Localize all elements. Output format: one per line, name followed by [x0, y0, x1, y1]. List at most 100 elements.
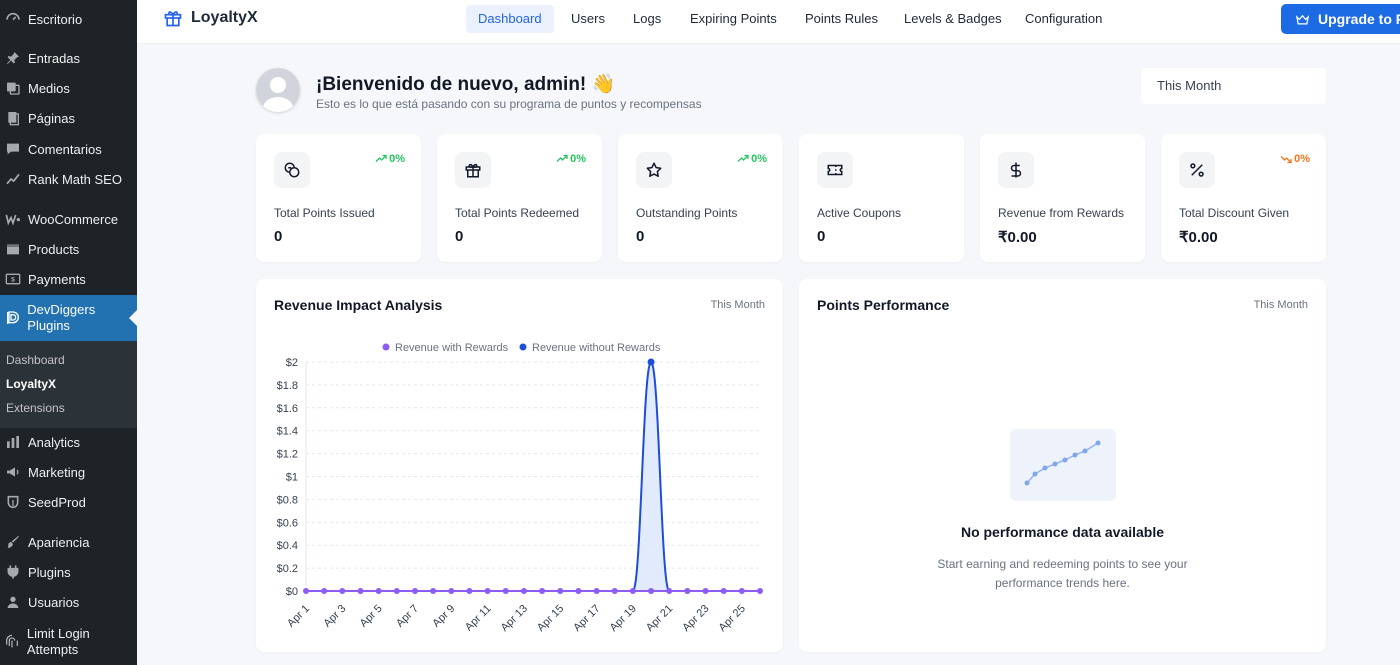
- sidebar-item-apariencia[interactable]: Apariencia: [0, 528, 137, 556]
- users-icon: [4, 593, 22, 611]
- trend-up-icon: [375, 154, 387, 162]
- sidebar-item-label: Analytics: [28, 434, 81, 450]
- percent-icon: [1179, 152, 1215, 188]
- sidebar-item-plugins[interactable]: Plugins: [0, 558, 137, 586]
- data-point-with-rewards[interactable]: [720, 588, 727, 594]
- sidebar-item-comentarios[interactable]: Comentarios: [0, 135, 137, 163]
- data-point-with-rewards[interactable]: [430, 588, 437, 594]
- star-icon: [646, 162, 662, 177]
- sidebar-item-products[interactable]: Products: [0, 235, 137, 263]
- sidebar-item-label: Marketing: [28, 464, 86, 480]
- sidebar-item-analytics[interactable]: Analytics: [0, 428, 137, 456]
- sidebar-item-label: Comentarios: [28, 141, 102, 157]
- gift-logo-icon: [164, 11, 182, 27]
- data-point-with-rewards[interactable]: [648, 588, 655, 594]
- sidebar-item-label: Rank Math SEO: [28, 171, 122, 187]
- upgrade-button[interactable]: Upgrade to Pro: [1281, 4, 1400, 34]
- legend-marker-without-rewards: [519, 343, 527, 351]
- submenu-loyaltyx[interactable]: LoyaltyX: [6, 377, 57, 391]
- appearance-icon: [4, 533, 22, 551]
- sidebar-item-label: Limit Login Attempts: [26, 626, 90, 657]
- tab-users[interactable]: Users: [571, 11, 605, 26]
- data-point-with-rewards[interactable]: [593, 588, 600, 594]
- tab-points-rules[interactable]: Points Rules: [805, 11, 878, 26]
- sidebar-item-label: Páginas: [28, 110, 75, 126]
- trend-value: 0%: [570, 153, 586, 165]
- sidebar-item-payments[interactable]: $ Payments: [0, 265, 137, 293]
- limit-login-icon: [6, 634, 19, 648]
- data-point-with-rewards[interactable]: [502, 588, 509, 594]
- data-point-with-rewards[interactable]: [484, 588, 491, 594]
- seedprod-icon: [4, 493, 22, 511]
- data-point-with-rewards[interactable]: [375, 588, 382, 594]
- seedprod-icon: [7, 495, 19, 509]
- data-point-with-rewards[interactable]: [520, 588, 527, 594]
- data-point-with-rewards[interactable]: [702, 588, 709, 594]
- sidebar-item-entradas[interactable]: Entradas: [0, 44, 137, 72]
- submenu-dashboard[interactable]: Dashboard: [6, 353, 65, 367]
- data-point-with-rewards[interactable]: [303, 588, 309, 594]
- sidebar-item-devdiggers-plugins[interactable]: DevDiggers Plugins: [0, 295, 137, 341]
- data-point-with-rewards[interactable]: [466, 588, 473, 594]
- trend-value: 0%: [1294, 153, 1310, 165]
- data-point-with-rewards[interactable]: [448, 588, 455, 594]
- data-point-with-rewards[interactable]: [629, 588, 636, 594]
- submenu-extensions[interactable]: Extensions: [6, 401, 65, 415]
- legend-label-with-rewards[interactable]: Revenue with Rewards: [395, 342, 509, 354]
- points-panel-period[interactable]: This Month: [1253, 299, 1308, 311]
- data-point-with-rewards[interactable]: [666, 588, 673, 594]
- stat-card-revenue-from-rewards: Revenue from Rewards ₹0.00: [980, 134, 1145, 262]
- data-point-with-rewards[interactable]: [684, 588, 691, 594]
- brand-logo[interactable]: LoyaltyX: [163, 8, 258, 28]
- sidebar-item-seedprod[interactable]: SeedProd: [0, 488, 137, 516]
- dollar-icon: [1010, 162, 1022, 178]
- data-point-with-rewards[interactable]: [738, 588, 745, 594]
- users-icon: [7, 596, 19, 608]
- svg-text:$: $: [11, 277, 15, 284]
- tab-logs[interactable]: Logs: [633, 11, 662, 26]
- stat-label: Total Points Issued: [274, 206, 375, 220]
- trend-value: 0%: [389, 153, 405, 165]
- data-point-with-rewards[interactable]: [357, 588, 364, 594]
- x-tick-label: Apr 1: [285, 603, 312, 630]
- sidebar-item-label: Entradas: [28, 50, 81, 66]
- legend-label-without-rewards[interactable]: Revenue without Rewards: [532, 342, 661, 354]
- data-point-with-rewards[interactable]: [411, 588, 418, 594]
- sidebar-item-rank-math-seo[interactable]: Rank Math SEO: [0, 165, 137, 193]
- period-select[interactable]: This Month: [1141, 68, 1326, 104]
- data-point-with-rewards[interactable]: [339, 588, 346, 594]
- data-point-with-rewards[interactable]: [757, 588, 763, 594]
- y-tick-label: $0.8: [277, 494, 298, 506]
- coins-icon: [284, 162, 300, 178]
- data-point-with-rewards[interactable]: [539, 588, 546, 594]
- tab-configuration[interactable]: Configuration: [1025, 11, 1103, 26]
- revenue-panel-period[interactable]: This Month: [710, 299, 765, 311]
- data-point-with-rewards[interactable]: [321, 588, 328, 594]
- sidebar-item-medios[interactable]: Medios: [0, 74, 137, 102]
- data-point-with-rewards[interactable]: [611, 588, 618, 594]
- data-point-with-rewards[interactable]: [575, 588, 582, 594]
- sidebar-item-limit-login-attempts[interactable]: Limit Login Attempts: [0, 622, 137, 662]
- x-tick-label: Apr 15: [535, 603, 566, 634]
- media-icon: [7, 82, 20, 95]
- y-tick-label: $0.2: [277, 563, 298, 575]
- data-point-without-rewards[interactable]: [647, 358, 655, 366]
- gift-icon: [465, 163, 481, 178]
- sidebar-item-woocommerce[interactable]: WooCommerce: [0, 205, 137, 233]
- plugins-icon: [7, 565, 19, 579]
- stat-value: 0: [274, 228, 283, 245]
- payments-icon: $: [4, 270, 22, 288]
- sidebar-item-páginas[interactable]: Páginas: [0, 104, 137, 132]
- tab-expiring-points[interactable]: Expiring Points: [690, 11, 777, 26]
- data-point-with-rewards[interactable]: [393, 588, 400, 594]
- sidebar-item-usuarios[interactable]: Usuarios: [0, 588, 137, 616]
- tab-levels-badges[interactable]: Levels & Badges: [904, 11, 1002, 26]
- tab-dashboard[interactable]: Dashboard: [466, 5, 554, 33]
- sidebar-item-escritorio[interactable]: Escritorio: [0, 4, 137, 34]
- sidebar-item-marketing[interactable]: Marketing: [0, 458, 137, 486]
- sidebar-item-label: Products: [28, 241, 80, 257]
- data-point-with-rewards[interactable]: [557, 588, 564, 594]
- appearance-icon: [7, 536, 19, 548]
- stat-value: 0: [455, 228, 464, 245]
- y-tick-label: $1.8: [277, 380, 298, 392]
